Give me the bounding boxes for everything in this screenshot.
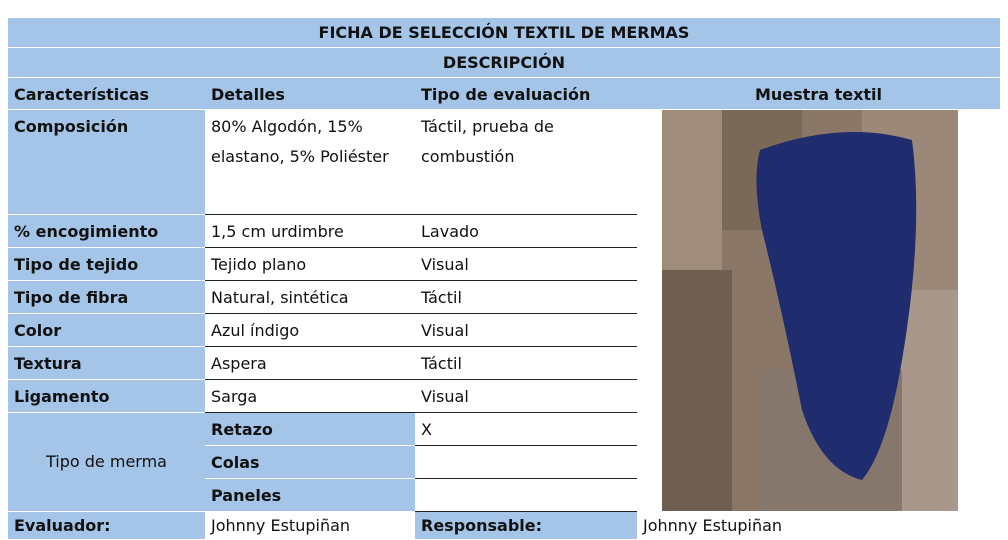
- footer-cell: Responsable:: [415, 512, 637, 540]
- column-header: Tipo de evaluación: [415, 78, 637, 110]
- detail-cell: 1,5 cm urdimbre: [205, 215, 415, 248]
- merma-option: Retazo: [205, 413, 415, 446]
- column-header: Muestra textil: [637, 78, 1000, 110]
- detail-cell: Natural, sintética: [205, 281, 415, 314]
- footer-cell: Evaluador:: [8, 512, 205, 540]
- column-header: Características: [8, 78, 205, 110]
- fabric-photo: [662, 110, 958, 511]
- merma-mark: [415, 446, 637, 479]
- row-label: Tipo de fibra: [8, 281, 205, 314]
- row-label: Ligamento: [8, 380, 205, 413]
- detail-cell: Sarga: [205, 380, 415, 413]
- evaluation-cell: Táctil: [415, 281, 637, 314]
- detail-cell: 80% Algodón, 15% elastano, 5% Poliéster: [205, 110, 415, 215]
- merma-option: Colas: [205, 446, 415, 479]
- title: FICHA DE SELECCIÓN TEXTIL DE MERMAS: [8, 18, 1000, 48]
- merma-label: Tipo de merma: [8, 413, 205, 512]
- column-header: Detalles: [205, 78, 415, 110]
- detail-cell: Azul índigo: [205, 314, 415, 347]
- evaluation-cell: Táctil, prueba de combustión: [415, 110, 637, 215]
- evaluation-cell: Visual: [415, 380, 637, 413]
- row-label: Color: [8, 314, 205, 347]
- merma-mark: [415, 479, 637, 512]
- row-label: Composición: [8, 110, 205, 215]
- merma-mark: X: [415, 413, 637, 446]
- detail-cell: Tejido plano: [205, 248, 415, 281]
- subtitle: DESCRIPCIÓN: [8, 48, 1000, 78]
- evaluation-cell: Visual: [415, 314, 637, 347]
- footer-cell: Johnny Estupiñan: [637, 512, 1000, 540]
- evaluation-cell: Visual: [415, 248, 637, 281]
- evaluation-cell: Táctil: [415, 347, 637, 380]
- row-label: Textura: [8, 347, 205, 380]
- evaluation-cell: Lavado: [415, 215, 637, 248]
- detail-cell: Aspera: [205, 347, 415, 380]
- merma-option: Paneles: [205, 479, 415, 512]
- row-label: % encogimiento: [8, 215, 205, 248]
- footer-cell: Johnny Estupiñan: [205, 512, 415, 540]
- row-label: Tipo de tejido: [8, 248, 205, 281]
